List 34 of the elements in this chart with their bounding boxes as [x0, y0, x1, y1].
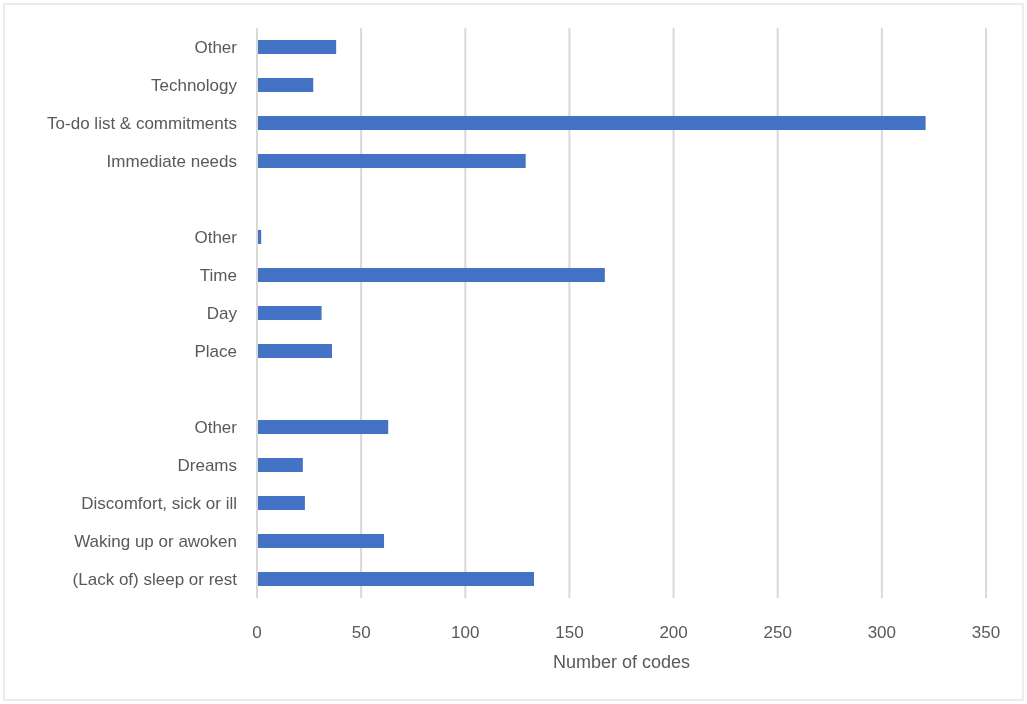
- y-tick-label: Other: [194, 37, 238, 57]
- y-tick-label: Other: [194, 417, 238, 437]
- y-tick-label: Time: [199, 265, 237, 285]
- x-axis-title: Number of codes: [552, 652, 691, 672]
- x-tick-label: 150: [555, 623, 584, 642]
- bar: [257, 457, 303, 473]
- y-tick-label: To-do list & commitments: [47, 113, 237, 133]
- bar: [257, 267, 605, 283]
- x-tick-label: 250: [763, 623, 792, 642]
- bar: [257, 153, 526, 169]
- x-tick-label: 350: [971, 623, 1001, 642]
- bar: [257, 495, 305, 511]
- bar: [257, 39, 337, 55]
- bar: [257, 571, 535, 587]
- y-tick-label: Technology: [150, 75, 238, 95]
- x-tick-label: 200: [659, 623, 688, 642]
- bar: [257, 77, 314, 93]
- y-tick-label: Discomfort, sick or ill: [81, 493, 237, 513]
- y-tick-label: Other: [194, 227, 238, 247]
- bar: [257, 533, 385, 549]
- y-tick-label: Day: [206, 303, 238, 323]
- x-tick-label: 100: [451, 623, 480, 642]
- bar: [257, 419, 389, 435]
- x-tick-label: 300: [867, 623, 897, 642]
- y-tick-label: Immediate needs: [106, 151, 237, 171]
- bar: [257, 305, 322, 321]
- y-tick-label: Dreams: [177, 455, 237, 475]
- y-tick-label: Place: [194, 341, 237, 361]
- x-tick-label: 0: [252, 623, 262, 642]
- y-tick-label: Waking up or awoken: [74, 531, 237, 551]
- bar: [257, 115, 926, 131]
- bar: [257, 343, 332, 359]
- y-tick-label: (Lack of) sleep or rest: [72, 569, 238, 589]
- x-tick-label: 50: [351, 623, 371, 642]
